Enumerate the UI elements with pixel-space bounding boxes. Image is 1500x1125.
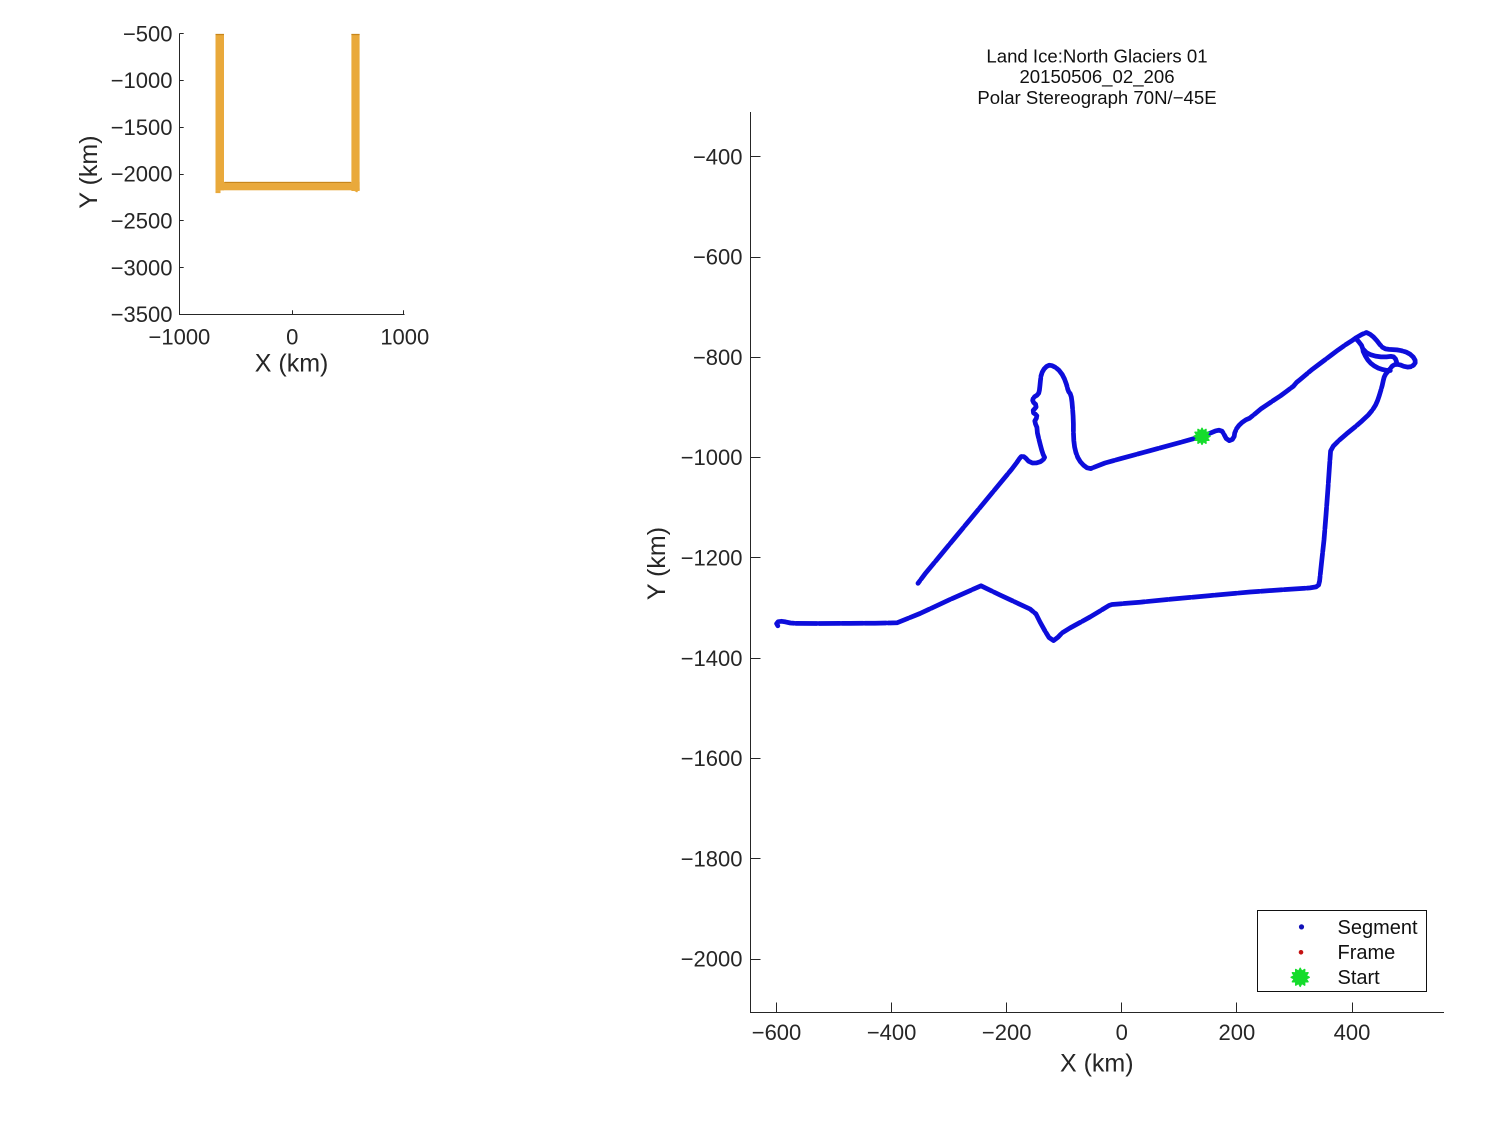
svg-text:Start: Start bbox=[1338, 967, 1381, 989]
svg-text:Frame: Frame bbox=[1338, 942, 1396, 964]
svg-text:−3500: −3500 bbox=[111, 302, 173, 327]
svg-text:200: 200 bbox=[1219, 1020, 1256, 1045]
svg-text:Y (km): Y (km) bbox=[643, 527, 671, 600]
svg-text:X (km): X (km) bbox=[1060, 1049, 1134, 1077]
svg-text:−2000: −2000 bbox=[111, 162, 173, 187]
svg-text:−1000: −1000 bbox=[681, 445, 743, 470]
svg-text:−800: −800 bbox=[693, 345, 743, 370]
svg-text:20150506_02_206: 20150506_02_206 bbox=[1019, 66, 1174, 88]
svg-text:−400: −400 bbox=[693, 144, 743, 169]
svg-text:0: 0 bbox=[1116, 1020, 1128, 1045]
svg-text:−1600: −1600 bbox=[681, 746, 743, 771]
svg-text:−500: −500 bbox=[123, 21, 173, 46]
svg-text:−1200: −1200 bbox=[681, 546, 743, 571]
svg-text:Segment: Segment bbox=[1338, 917, 1418, 939]
svg-text:−3000: −3000 bbox=[111, 255, 173, 280]
svg-text:−1800: −1800 bbox=[681, 846, 743, 871]
svg-text:−600: −600 bbox=[752, 1020, 802, 1045]
svg-text:Land Ice:North Glaciers 01: Land Ice:North Glaciers 01 bbox=[986, 45, 1207, 66]
svg-text:400: 400 bbox=[1334, 1020, 1371, 1045]
svg-text:−1400: −1400 bbox=[681, 646, 743, 671]
svg-text:X (km): X (km) bbox=[255, 350, 329, 378]
svg-text:0: 0 bbox=[286, 324, 298, 349]
svg-text:Polar Stereograph 70N/−45E: Polar Stereograph 70N/−45E bbox=[977, 87, 1216, 108]
svg-text:−200: −200 bbox=[982, 1020, 1032, 1045]
svg-text:−2000: −2000 bbox=[681, 947, 743, 972]
svg-text:−600: −600 bbox=[693, 245, 743, 270]
svg-text:1000: 1000 bbox=[380, 324, 429, 349]
svg-text:−400: −400 bbox=[867, 1020, 917, 1045]
svg-text:−1000: −1000 bbox=[149, 324, 211, 349]
svg-text:−1000: −1000 bbox=[111, 68, 173, 93]
svg-text:−1500: −1500 bbox=[111, 115, 173, 140]
svg-text:Y (km): Y (km) bbox=[75, 135, 103, 208]
svg-text:−2500: −2500 bbox=[111, 209, 173, 234]
